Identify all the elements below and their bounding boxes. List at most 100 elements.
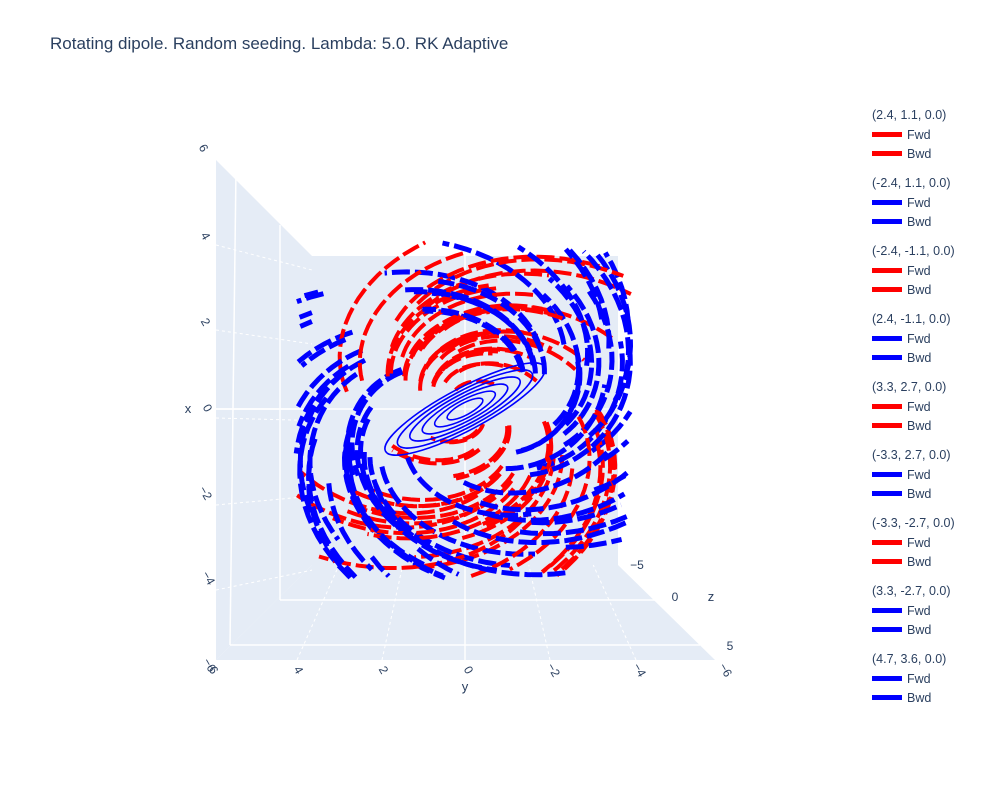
streamline (414, 457, 556, 560)
core-loop (384, 362, 546, 456)
legend-label: Fwd (907, 399, 931, 414)
legend-group: (3.3, 2.7, 0.0) Fwd Bwd (872, 378, 998, 435)
streamline (326, 483, 374, 572)
legend-item[interactable]: Fwd (872, 533, 998, 552)
streamline (416, 546, 460, 577)
grid-line (215, 495, 313, 506)
x-tick-label: −6 (200, 656, 219, 675)
legend-group: (-2.4, -1.1, 0.0) Fwd Bwd (872, 242, 998, 299)
streamline (439, 334, 553, 361)
legend-group-title: (4.7, 3.6, 0.0) (872, 652, 947, 666)
streamline (451, 519, 628, 545)
legend-swatch (872, 491, 902, 496)
legend-group-title: (-2.4, -1.1, 0.0) (872, 244, 955, 258)
legend-swatch (872, 627, 902, 632)
legend-item[interactable]: Fwd (872, 601, 998, 620)
legend-label: Bwd (907, 554, 932, 569)
legend-swatch (872, 423, 902, 428)
streamline (519, 514, 628, 537)
legend-swatch (872, 151, 902, 156)
streamline (454, 379, 499, 392)
legend-group: (4.7, 3.6, 0.0) Fwd Bwd (872, 650, 998, 707)
series-trace (293, 289, 498, 580)
legend-item[interactable]: Bwd (872, 212, 998, 231)
streamline (431, 351, 493, 388)
legend-swatch (872, 404, 902, 409)
legend-item[interactable]: Fwd (872, 397, 998, 416)
legend-label: Fwd (907, 603, 931, 618)
streamline (299, 319, 313, 329)
streamline (410, 303, 543, 357)
x-axis-title: x (185, 401, 192, 416)
legend-group-title: (-2.4, 1.1, 0.0) (872, 176, 951, 190)
legend-label: Bwd (907, 418, 932, 433)
streamline (394, 254, 604, 322)
legend-swatch (872, 336, 902, 341)
legend-group-title: (3.3, 2.7, 0.0) (872, 380, 947, 394)
streamline (347, 451, 440, 577)
streamline (296, 364, 350, 428)
legend-group: (-3.3, 2.7, 0.0) Fwd Bwd (872, 446, 998, 503)
streamline (387, 441, 476, 463)
streamline (405, 456, 532, 518)
legend-item[interactable]: Bwd (872, 484, 998, 503)
legend-label: Fwd (907, 535, 931, 550)
legend-group: (-3.3, -2.7, 0.0) Fwd Bwd (872, 514, 998, 571)
legend-item[interactable]: Fwd (872, 669, 998, 688)
legend-item[interactable]: Bwd (872, 348, 998, 367)
legend-item[interactable]: Bwd (872, 144, 998, 163)
legend-swatch (872, 287, 902, 292)
dipole-core-loops (384, 362, 546, 456)
streamline (373, 484, 569, 578)
legend-item[interactable]: Bwd (872, 416, 998, 435)
legend-item[interactable]: Fwd (872, 465, 998, 484)
legend-label: Fwd (907, 127, 931, 142)
legend-label: Fwd (907, 263, 931, 278)
legend-item[interactable]: Bwd (872, 280, 998, 299)
core-loop (396, 369, 534, 449)
streamline (296, 291, 325, 304)
legend-label: Bwd (907, 282, 932, 297)
streamline (593, 250, 634, 402)
grid-line (229, 169, 237, 646)
legend-item[interactable]: Fwd (872, 261, 998, 280)
streamline (441, 240, 567, 346)
streamline (541, 292, 582, 427)
streamline (457, 338, 577, 372)
streamline (297, 396, 351, 578)
legend-item[interactable]: Fwd (872, 193, 998, 212)
streamline (306, 437, 358, 579)
legend-label: Fwd (907, 467, 931, 482)
legend-item[interactable]: Fwd (872, 329, 998, 348)
streamline (371, 464, 504, 502)
streamline (565, 536, 623, 550)
streamline (563, 247, 605, 320)
legend: (2.4, 1.1, 0.0) Fwd Bwd (-2.4, 1.1, 0.0) Fwd… (872, 106, 998, 718)
legend-item[interactable]: Bwd (872, 552, 998, 571)
pane-left (216, 160, 312, 660)
legend-group: (-2.4, 1.1, 0.0) Fwd Bwd (872, 174, 998, 231)
streamline (367, 456, 511, 568)
streamline (307, 372, 359, 542)
grid-line (592, 564, 637, 661)
legend-group: (3.3, -2.7, 0.0) Fwd Bwd (872, 582, 998, 639)
streamline (469, 468, 575, 579)
legend-swatch (872, 472, 902, 477)
streamline (453, 426, 510, 479)
legend-item[interactable]: Bwd (872, 688, 998, 707)
streamline (479, 467, 633, 513)
series-trace (369, 354, 633, 578)
chart-title: Rotating dipole. Random seeding. Lambda:… (50, 34, 509, 53)
legend-item[interactable]: Fwd (872, 125, 998, 144)
legend-group: (2.4, 1.1, 0.0) Fwd Bwd (872, 106, 998, 163)
legend-label: Bwd (907, 622, 932, 637)
legend-item[interactable]: Bwd (872, 620, 998, 639)
x-tick-label: −2 (196, 484, 215, 503)
core-loop (446, 397, 484, 421)
grid-line (215, 244, 313, 271)
streamline (437, 278, 547, 375)
legend-swatch (872, 132, 902, 137)
grid-line (381, 564, 404, 661)
core-loop (409, 376, 521, 442)
